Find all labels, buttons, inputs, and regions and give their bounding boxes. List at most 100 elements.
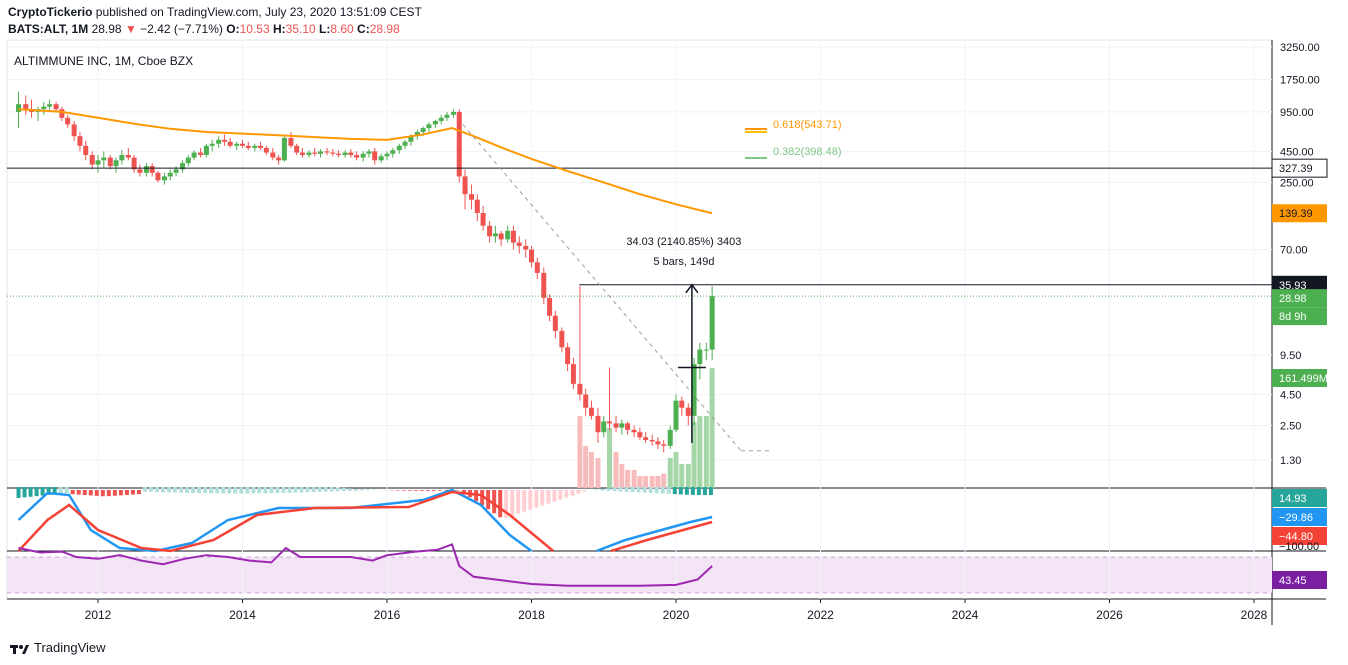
candle-body[interactable] xyxy=(396,145,402,151)
candle-body[interactable] xyxy=(438,117,444,121)
candle-body[interactable] xyxy=(360,153,366,158)
candle-body[interactable] xyxy=(402,141,408,146)
candle-body[interactable] xyxy=(167,172,173,177)
candle-body[interactable] xyxy=(227,141,233,146)
candle-body[interactable] xyxy=(510,230,516,243)
candle-body[interactable] xyxy=(390,150,396,154)
candle-body[interactable] xyxy=(577,383,583,395)
candle-body[interactable] xyxy=(137,169,143,173)
candle-body[interactable] xyxy=(487,225,493,237)
candle-body[interactable] xyxy=(462,176,468,195)
candle-body[interactable] xyxy=(185,157,191,164)
candle-body[interactable] xyxy=(613,423,619,428)
candle-body[interactable] xyxy=(384,153,390,157)
candle-body[interactable] xyxy=(480,212,486,226)
candle-body[interactable] xyxy=(216,139,222,144)
candle-body[interactable] xyxy=(601,421,607,433)
candle-body[interactable] xyxy=(65,117,71,125)
candle-body[interactable] xyxy=(41,106,47,110)
candle-body[interactable] xyxy=(625,423,631,430)
candle-body[interactable] xyxy=(523,245,529,250)
candle-body[interactable] xyxy=(107,157,113,167)
candle-body[interactable] xyxy=(312,152,318,154)
candle-body[interactable] xyxy=(655,441,661,445)
candle-body[interactable] xyxy=(240,143,245,146)
candle-body[interactable] xyxy=(469,194,475,200)
candle-body[interactable] xyxy=(667,429,673,446)
candle-body[interactable] xyxy=(631,429,637,433)
candle-body[interactable] xyxy=(619,423,625,428)
candle-body[interactable] xyxy=(505,230,511,240)
candle-body[interactable] xyxy=(198,152,204,156)
candle-body[interactable] xyxy=(348,152,354,156)
candle-body[interactable] xyxy=(23,104,29,110)
candle-body[interactable] xyxy=(444,114,450,118)
candle-body[interactable] xyxy=(324,151,330,153)
candle-body[interactable] xyxy=(209,143,215,146)
candle-body[interactable] xyxy=(432,120,438,125)
candle-body[interactable] xyxy=(534,262,540,273)
candle-body[interactable] xyxy=(16,104,22,112)
candle-body[interactable] xyxy=(299,152,305,156)
candle-body[interactable] xyxy=(125,155,131,158)
rsi-line[interactable] xyxy=(18,543,713,587)
trend-line[interactable] xyxy=(462,124,742,452)
candle-body[interactable] xyxy=(595,415,601,433)
candle-body[interactable] xyxy=(607,421,613,424)
candle-body[interactable] xyxy=(354,155,360,158)
candle-body[interactable] xyxy=(131,157,137,170)
candle-body[interactable] xyxy=(529,249,534,263)
candle-body[interactable] xyxy=(191,152,197,158)
candle-body[interactable] xyxy=(234,143,240,146)
candle-body[interactable] xyxy=(583,394,589,408)
signal-line[interactable] xyxy=(17,490,554,553)
candle-body[interactable] xyxy=(552,315,558,331)
candle-body[interactable] xyxy=(270,152,276,158)
candle-body[interactable] xyxy=(252,145,258,148)
candle-body[interactable] xyxy=(281,137,287,161)
candle-body[interactable] xyxy=(588,407,594,416)
candle-body[interactable] xyxy=(101,157,107,161)
candle-body[interactable] xyxy=(426,124,432,129)
footer-brand[interactable]: TradingView xyxy=(10,640,106,655)
candle-body[interactable] xyxy=(661,444,667,446)
candle-body[interactable] xyxy=(474,199,480,213)
candle-body[interactable] xyxy=(709,296,715,350)
candle-body[interactable] xyxy=(408,136,414,142)
candle-body[interactable] xyxy=(294,145,300,153)
candle-body[interactable] xyxy=(113,160,119,167)
candle-body[interactable] xyxy=(547,297,553,316)
candle-body[interactable] xyxy=(703,349,709,351)
candle-body[interactable] xyxy=(342,152,348,156)
author[interactable]: CryptoTickerio xyxy=(8,5,93,19)
candle-body[interactable] xyxy=(420,128,426,132)
candle-body[interactable] xyxy=(330,152,336,154)
candle-body[interactable] xyxy=(318,151,324,154)
candle-body[interactable] xyxy=(77,136,83,146)
candle-body[interactable] xyxy=(161,176,167,181)
candle-body[interactable] xyxy=(95,160,101,165)
candle-body[interactable] xyxy=(71,124,77,137)
candle-body[interactable] xyxy=(89,155,95,165)
moving-average-line[interactable] xyxy=(18,108,713,215)
candle-body[interactable] xyxy=(155,172,161,181)
candle-body[interactable] xyxy=(245,145,251,148)
candle-body[interactable] xyxy=(541,272,547,298)
candle-body[interactable] xyxy=(119,155,125,161)
candle-body[interactable] xyxy=(450,111,456,115)
candle-body[interactable] xyxy=(263,147,269,153)
candle-body[interactable] xyxy=(685,407,691,416)
candle-body[interactable] xyxy=(143,166,149,173)
candle-body[interactable] xyxy=(258,145,264,148)
candle-body[interactable] xyxy=(516,242,522,246)
candle-body[interactable] xyxy=(697,349,703,365)
candle-body[interactable] xyxy=(492,233,498,237)
candle-body[interactable] xyxy=(59,109,65,118)
candle-body[interactable] xyxy=(180,163,186,170)
price-pane[interactable] xyxy=(6,39,1273,489)
candle-body[interactable] xyxy=(637,432,643,438)
candle-body[interactable] xyxy=(53,104,59,110)
candle-body[interactable] xyxy=(378,156,384,161)
candle-body[interactable] xyxy=(456,111,462,177)
candle-body[interactable] xyxy=(570,364,576,384)
